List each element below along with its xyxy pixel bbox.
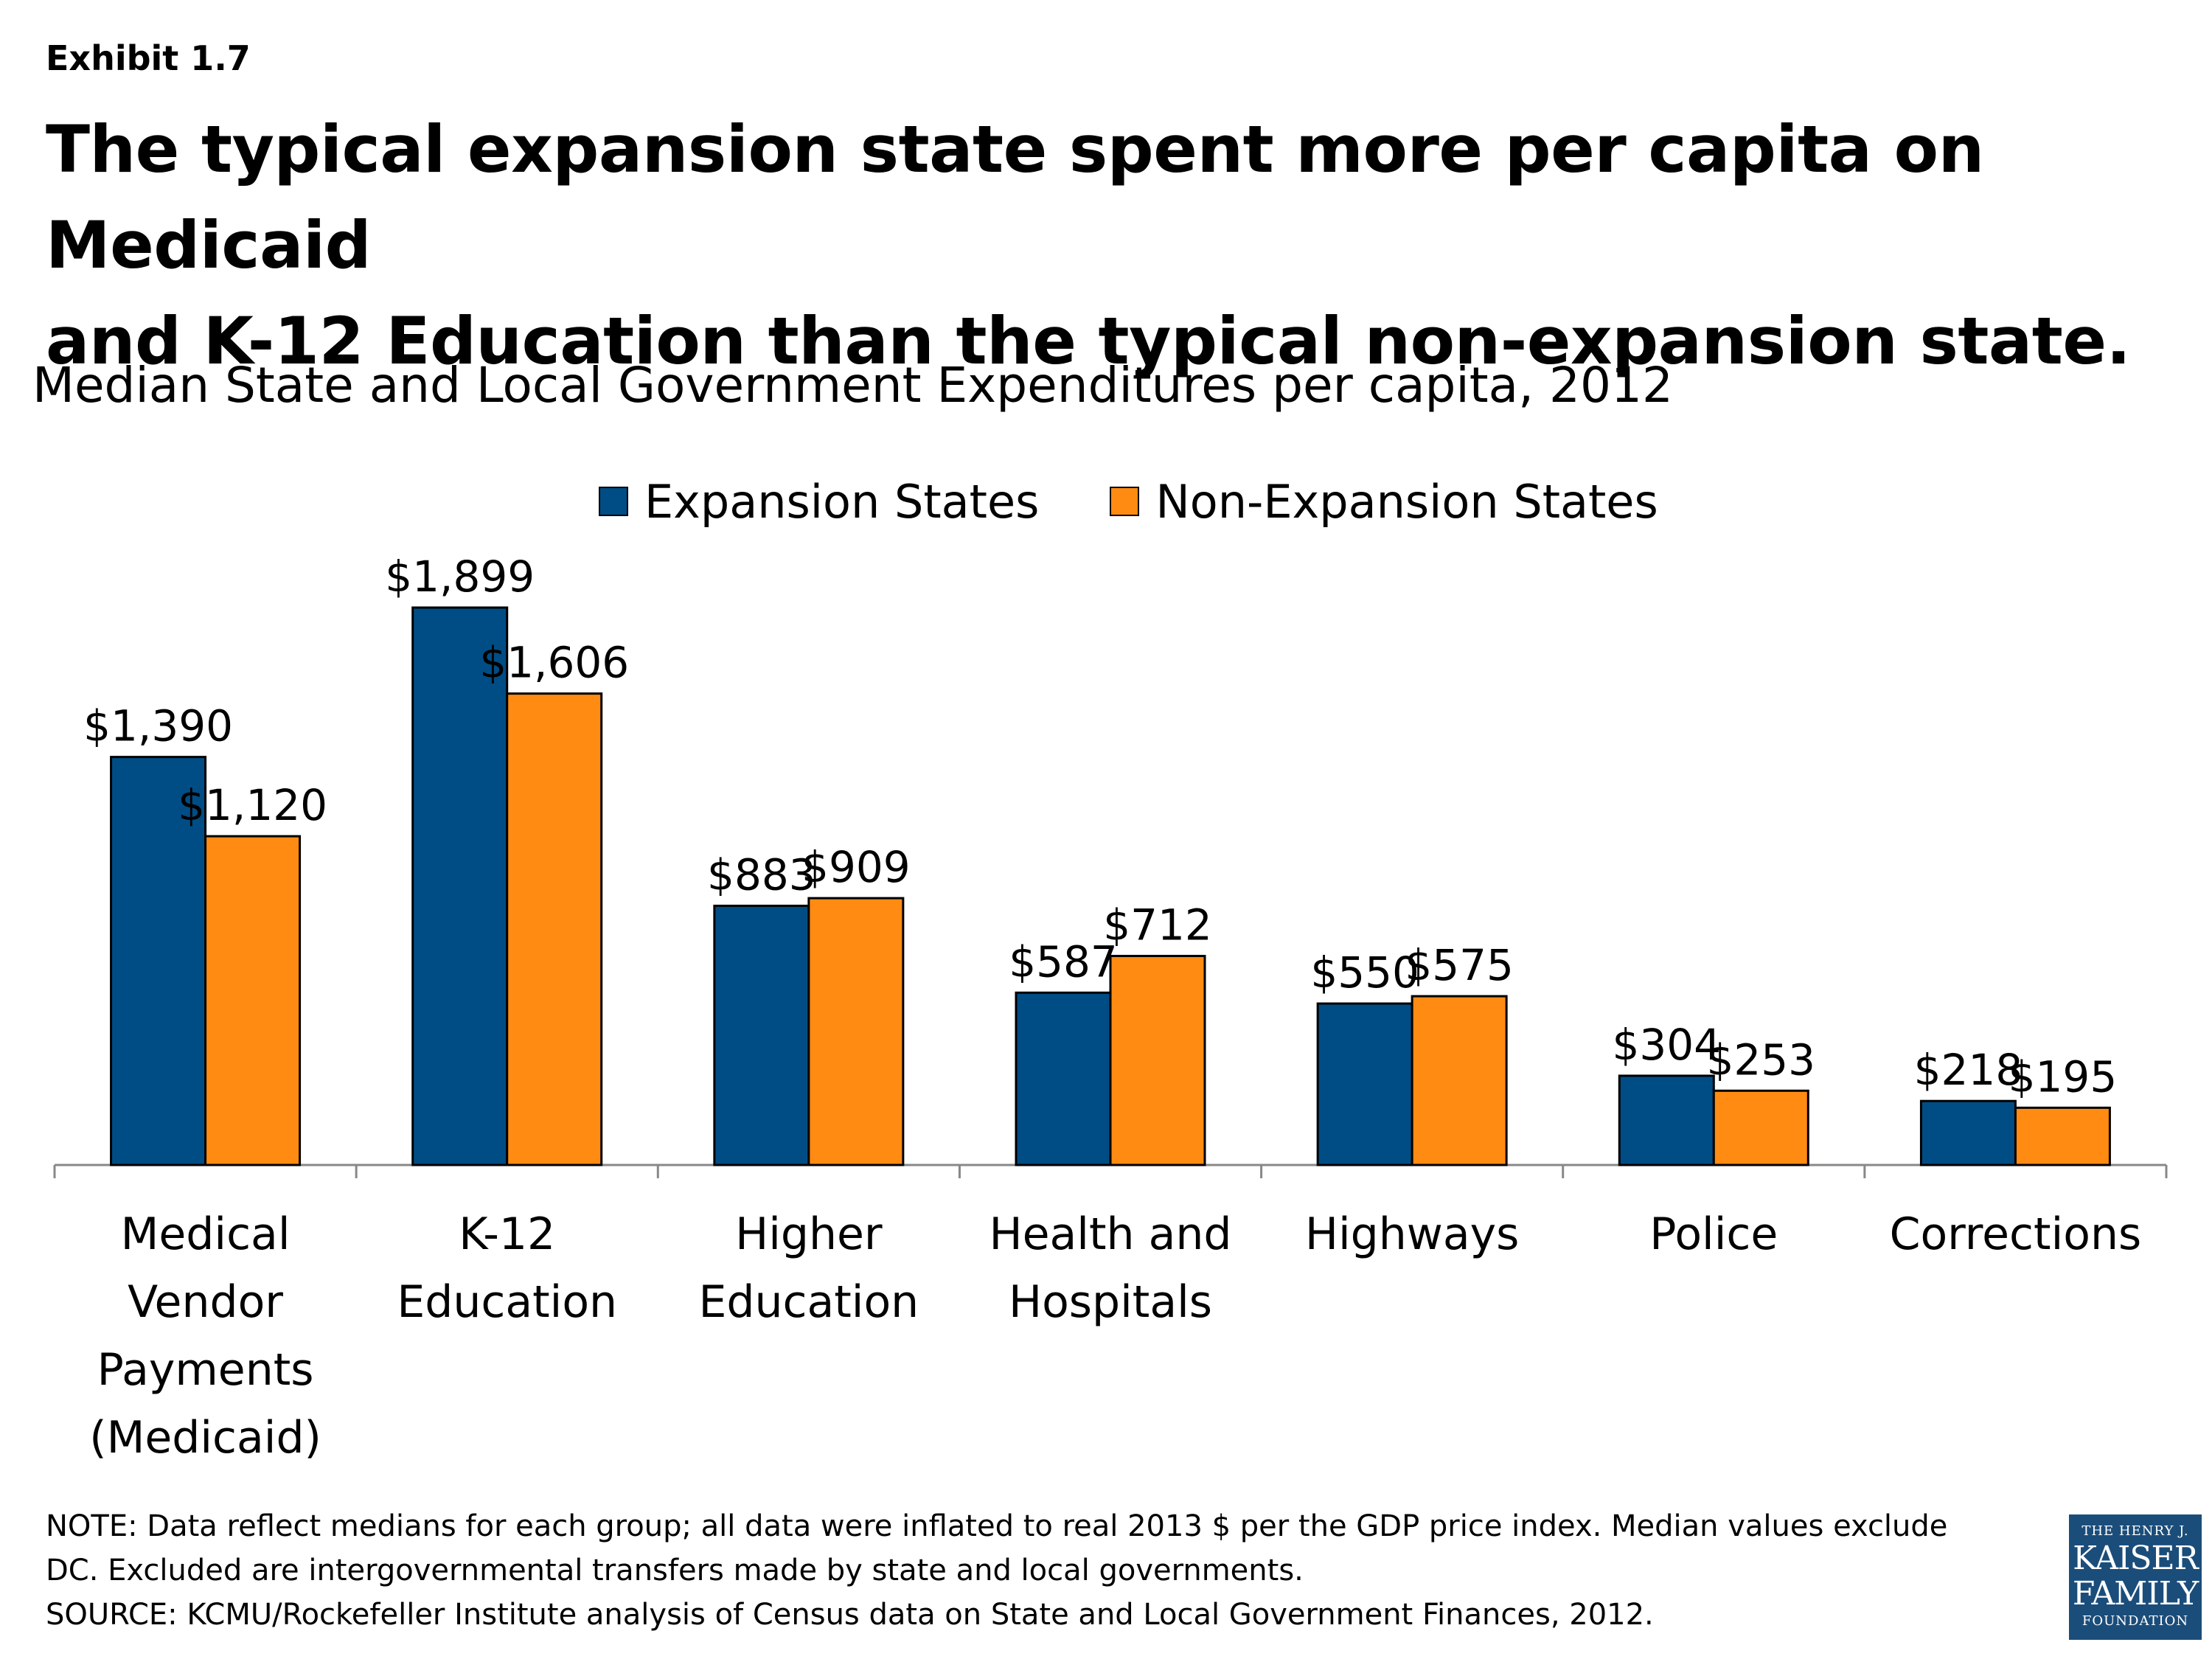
category-label: K-12	[459, 1208, 555, 1260]
bar-non-expansion	[1109, 955, 1206, 1166]
chart-legend: Expansion States Non-Expansion States	[599, 472, 1729, 531]
bar-expansion	[1618, 1074, 1715, 1166]
data-label-expansion: $304	[1612, 1020, 1721, 1070]
category-label: Higher	[735, 1208, 883, 1260]
bar-non-expansion	[2014, 1106, 2111, 1166]
category-label: Payments	[97, 1344, 314, 1396]
category-label: Education	[698, 1276, 919, 1328]
footnote: NOTE: Data reflect medians for each grou…	[46, 1504, 2037, 1637]
note-line-2: DC. Excluded are intergovernmental trans…	[46, 1554, 1304, 1587]
legend-swatch-expansion	[599, 487, 628, 516]
bar-chart: $1,390 $1,120 Medical Vendor Payments (Medica…	[53, 552, 2168, 1464]
category-label: Highways	[1305, 1208, 1520, 1260]
source-line: SOURCE: KCMU/Rockefeller Institute analy…	[46, 1598, 1654, 1632]
bar-non-expansion	[506, 692, 603, 1166]
legend-label-expansion: Expansion States	[644, 474, 1040, 529]
data-label-non-expansion: $195	[2008, 1051, 2118, 1102]
data-label-expansion: $883	[707, 849, 816, 900]
data-label-non-expansion: $1,120	[178, 780, 327, 830]
bar-non-expansion	[1411, 995, 1508, 1166]
data-label-expansion: $587	[1009, 936, 1118, 987]
category-label: Hospitals	[1009, 1276, 1212, 1328]
data-label-expansion: $550	[1310, 947, 1419, 998]
category-label: Police	[1649, 1208, 1778, 1260]
data-label-non-expansion: $253	[1706, 1034, 1815, 1085]
legend-swatch-non-expansion	[1110, 487, 1140, 516]
category-label: Health and	[990, 1208, 1232, 1260]
category-label: Education	[397, 1276, 617, 1328]
legend-label-non-expansion: Non-Expansion States	[1155, 474, 1658, 529]
bar-expansion	[713, 904, 810, 1166]
headline-line-2: and K-12 Education than the typical non-…	[46, 303, 2131, 379]
bar-expansion	[1316, 1002, 1413, 1166]
category-label: Medical	[121, 1208, 291, 1260]
bar-expansion	[411, 606, 509, 1166]
data-label-non-expansion: $1,606	[479, 638, 629, 688]
kaiser-family-foundation-logo: THE HENRY J. KAISER FAMILY FOUNDATION	[2069, 1514, 2202, 1640]
category-label: Corrections	[1890, 1208, 2142, 1260]
data-label-expansion: $218	[1914, 1045, 2023, 1095]
data-label-expansion: $1,899	[385, 552, 535, 602]
bar-non-expansion	[204, 835, 302, 1166]
data-label-non-expansion: $909	[801, 842, 911, 892]
chart-title: Median State and Local Government Expend…	[32, 357, 1673, 414]
bar-expansion	[110, 756, 207, 1166]
exhibit-label: Exhibit 1.7	[46, 38, 251, 78]
legend-item-expansion: Expansion States	[599, 475, 1039, 529]
data-label-non-expansion: $712	[1103, 900, 1212, 950]
legend-item-non-expansion: Non-Expansion States	[1110, 475, 1658, 529]
data-label-non-expansion: $575	[1405, 940, 1514, 990]
bar-non-expansion	[1712, 1089, 1809, 1166]
category-label: Vendor	[128, 1276, 283, 1328]
note-line-1: NOTE: Data reflect medians for each grou…	[46, 1509, 1948, 1543]
bar-expansion	[1919, 1099, 2017, 1166]
headline: The typical expansion state spent more p…	[46, 102, 2184, 389]
headline-line-1: The typical expansion state spent more p…	[46, 111, 1984, 283]
bar-expansion	[1015, 991, 1112, 1166]
data-label-expansion: $1,390	[83, 701, 233, 751]
bar-non-expansion	[807, 897, 905, 1166]
category-label: (Medicaid)	[89, 1412, 321, 1464]
